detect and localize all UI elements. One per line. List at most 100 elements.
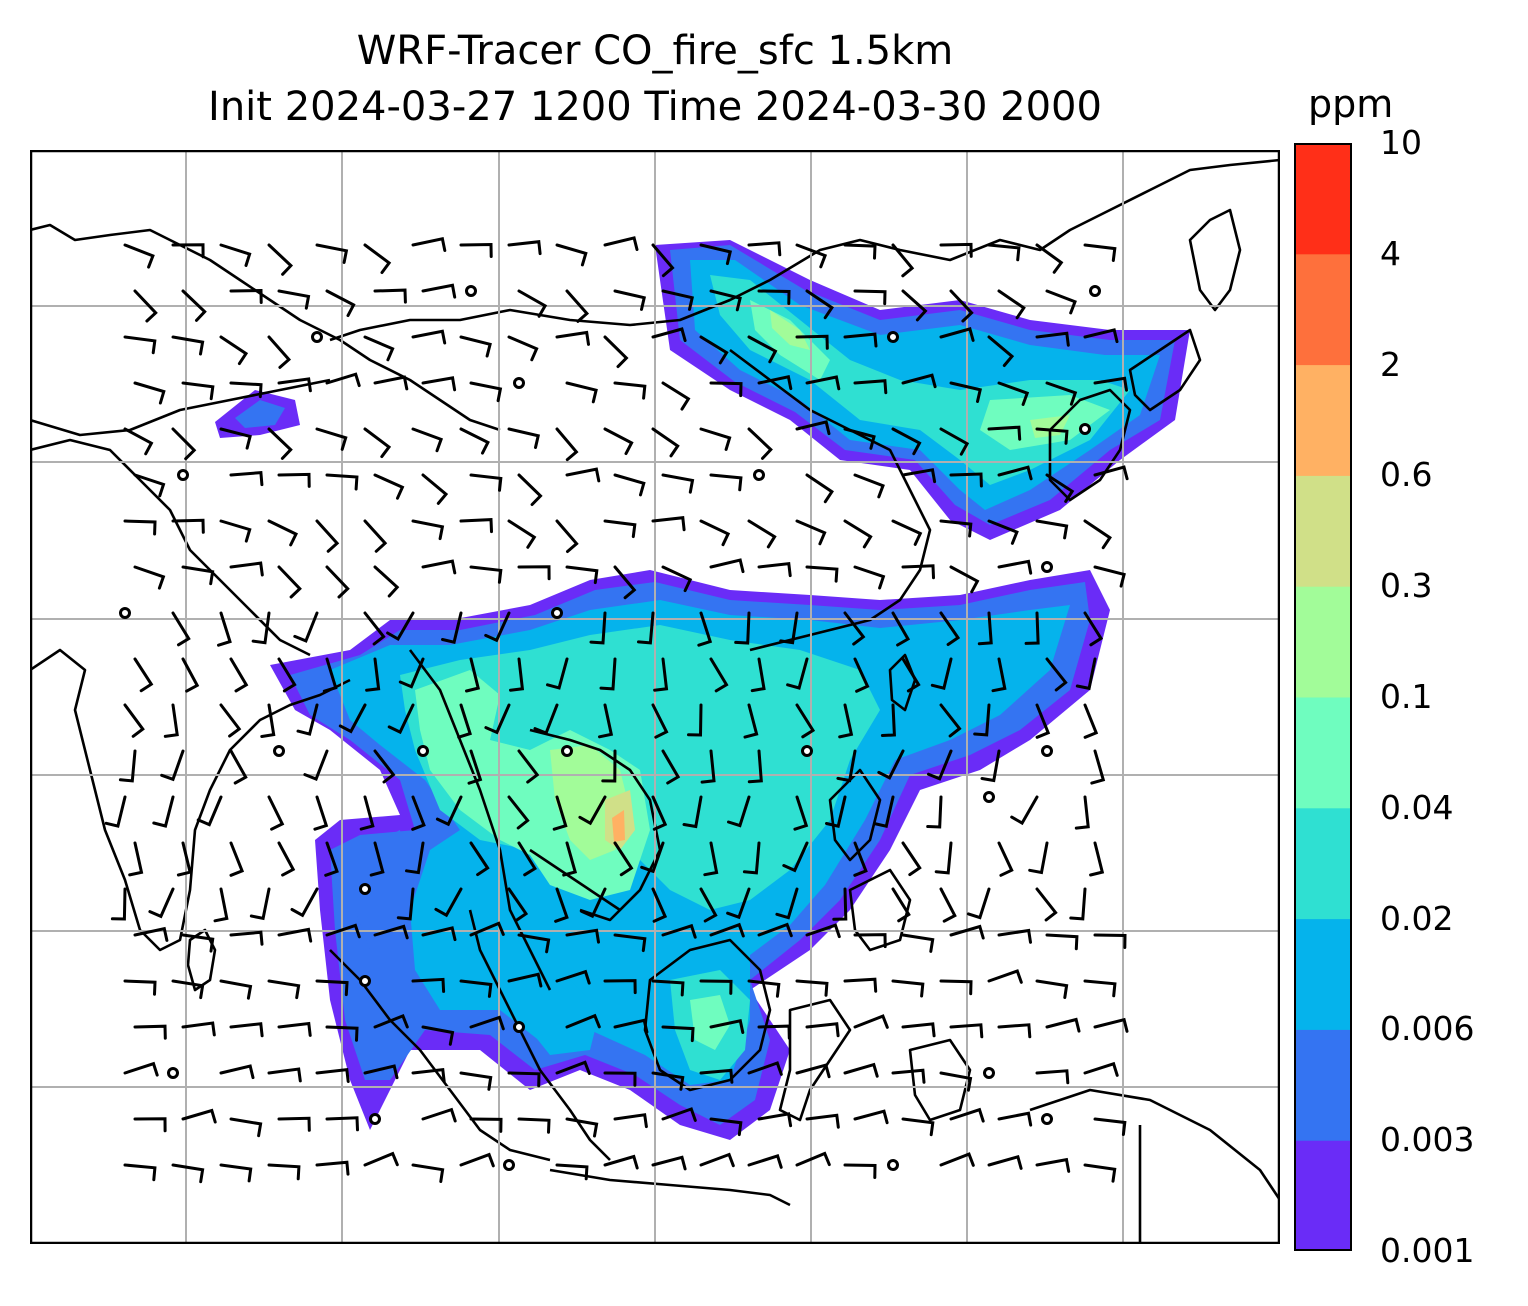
wind-barb: [709, 922, 745, 938]
wind-barb: [980, 749, 1001, 783]
wind-barb: [176, 841, 192, 877]
wind-barb: [987, 335, 1015, 367]
wind-barb: [661, 473, 695, 494]
wind-barb: [219, 979, 253, 1000]
calm-marker: [983, 791, 995, 803]
wind-barb: [123, 427, 154, 456]
wind-barb: [747, 1061, 783, 1076]
wind-barb: [171, 243, 205, 259]
wind-barb: [843, 1062, 879, 1078]
wind-barb: [171, 518, 205, 534]
wind-barb: [757, 1024, 791, 1040]
colorbar-label: 0.02: [1380, 898, 1454, 938]
wind-barb: [987, 519, 1019, 545]
wind-barb: [459, 1152, 495, 1168]
wind-barb: [396, 887, 415, 921]
wind-barb: [853, 1109, 889, 1125]
wind-barb: [805, 375, 841, 391]
wind-barb: [315, 519, 340, 553]
wind-barb: [1045, 473, 1075, 503]
wind-barb: [793, 795, 809, 831]
wind-barb: [411, 1067, 446, 1083]
wind-barb: [565, 1013, 601, 1029]
wind-barb: [133, 565, 166, 590]
wind-barb: [1093, 1017, 1129, 1033]
wind-barb: [603, 519, 637, 539]
wind-barb: [469, 381, 503, 403]
wind-barb: [779, 611, 799, 645]
wind-barb: [171, 979, 205, 1000]
wind-barb: [901, 564, 935, 580]
wind-barb: [743, 703, 759, 739]
wind-barb: [603, 427, 634, 456]
wind-barb: [613, 1018, 649, 1034]
wind-barb: [901, 1022, 936, 1038]
wind-barb: [853, 565, 886, 590]
wind-barb: [517, 1117, 551, 1134]
wind-barb: [229, 470, 264, 487]
wind-barb: [171, 1163, 205, 1184]
wind-barb: [1093, 1117, 1127, 1136]
wind-barb: [565, 565, 599, 585]
calm-marker: [561, 745, 573, 757]
wind-barb: [219, 335, 249, 366]
wind-barb: [651, 427, 680, 458]
wind-barb: [405, 841, 425, 875]
wind-barb: [939, 979, 973, 996]
wind-barb: [747, 335, 778, 364]
wind-barb: [303, 749, 329, 781]
wind-barb: [565, 1117, 599, 1138]
wind-barb: [699, 887, 718, 923]
wind-barb: [578, 795, 607, 826]
wind-barb: [373, 1013, 409, 1029]
wind-barb: [1093, 376, 1128, 392]
wind-barb: [939, 887, 957, 923]
wind-barb: [181, 657, 200, 693]
map-border: [30, 150, 1280, 1244]
wind-barb: [315, 427, 348, 451]
wind-barb: [709, 289, 742, 312]
calm-marker: [1041, 1113, 1053, 1125]
wind-barb: [507, 519, 537, 549]
wind-barb: [411, 427, 444, 453]
wind-barb: [901, 933, 935, 953]
wind-barb: [1083, 611, 1104, 647]
wind-barb: [267, 1163, 301, 1181]
wind-barb: [1075, 657, 1097, 691]
wind-barb: [123, 1163, 157, 1182]
wind-barb: [1090, 749, 1106, 785]
wind-barb: [805, 1022, 840, 1038]
wind-barb: [853, 289, 887, 306]
colorbar-label: 4: [1380, 233, 1401, 273]
wind-barb: [795, 243, 828, 269]
wind-barb: [901, 373, 937, 389]
colorbar-band: [1294, 253, 1352, 366]
colorbar-band: [1294, 697, 1352, 809]
wind-barb: [359, 795, 375, 831]
wind-barb: [640, 841, 665, 874]
wind-barb: [249, 887, 271, 921]
wind-barb: [123, 335, 157, 355]
calm-marker: [1041, 561, 1053, 573]
wind-barb: [853, 657, 870, 693]
calm-marker: [311, 331, 323, 343]
calm-marker: [1089, 285, 1101, 297]
wind-barb: [873, 795, 895, 828]
wind-barb: [411, 329, 447, 345]
wind-barb: [457, 703, 472, 739]
wind-barb: [709, 473, 743, 492]
wind-barb: [552, 795, 568, 831]
wind-barb: [229, 288, 263, 304]
wind-barb: [757, 375, 793, 391]
wind-barb: [565, 467, 601, 483]
wind-barb: [987, 969, 1023, 984]
plume-borneo2: [690, 995, 730, 1050]
wind-barb: [325, 1116, 359, 1132]
wind-barb: [517, 933, 551, 954]
wind-barb: [901, 1117, 935, 1137]
wind-barb: [411, 519, 445, 541]
wind-barb: [133, 926, 169, 942]
wind-barb: [267, 519, 299, 547]
wind-barb: [949, 381, 982, 403]
wind-barb: [1074, 795, 1090, 830]
